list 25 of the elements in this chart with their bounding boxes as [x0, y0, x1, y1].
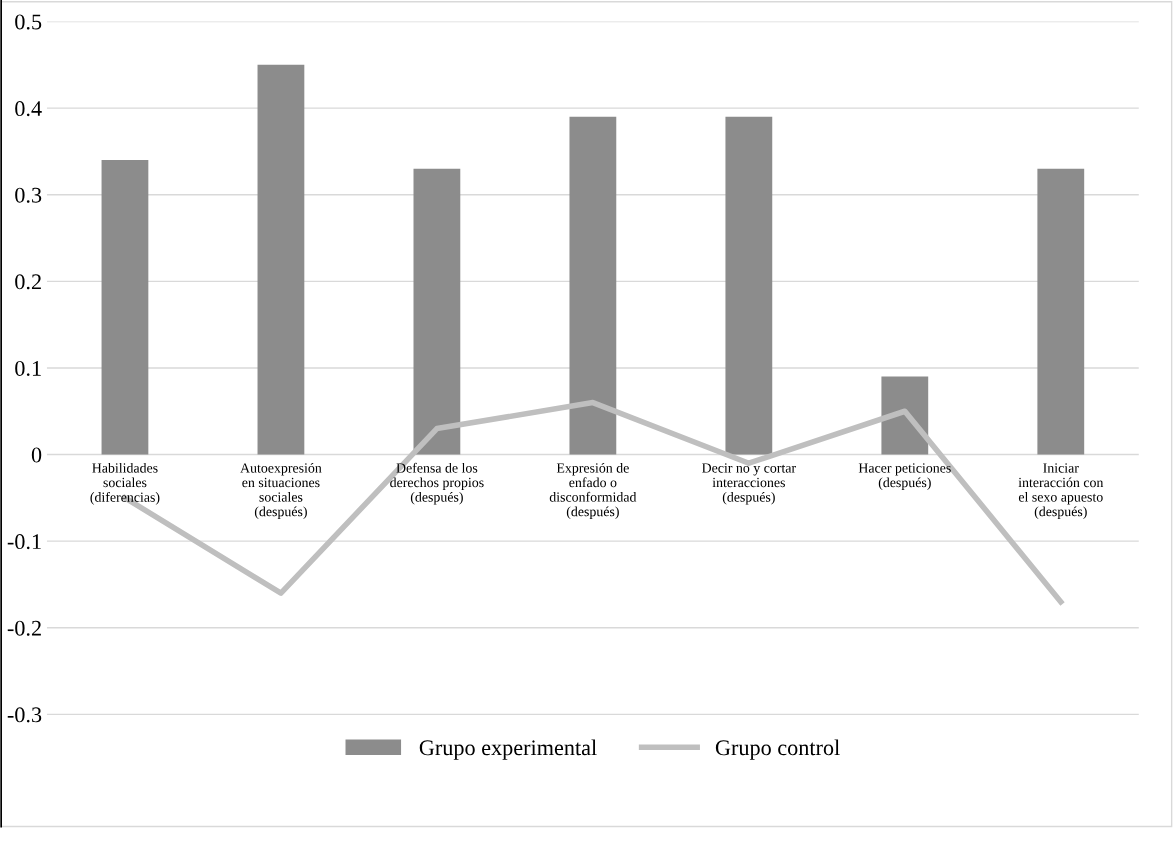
bar [413, 168, 461, 455]
x-tick-label: Habilidades sociales (diferencias) [90, 462, 160, 505]
x-tick-label: Defensa de los derechos propios (después) [390, 462, 484, 505]
y-tick-label: 0.4 [15, 101, 42, 117]
x-tick-label: Decir no y cortar interacciones (después) [702, 463, 796, 505]
y-tick-label: 0.2 [15, 274, 41, 290]
bar [881, 376, 929, 455]
x-tick-label: Autoexpresión en situaciones sociales (después) [240, 462, 322, 520]
y-tick-label: 0.1 [15, 360, 41, 376]
y-tick-label: 0.5 [15, 14, 42, 30]
x-tick-label: Expresión de enfado o disconformidad (después) [549, 462, 637, 520]
y-tick-label: -0.3 [7, 707, 42, 723]
legend-label: Grupo control [715, 739, 840, 760]
legend-label: Grupo experimental [419, 739, 597, 760]
y-tick-label: -0.2 [7, 620, 41, 636]
x-tick-label: Iniciar interacción con el sexo apuesto (después) [1018, 463, 1104, 520]
y-tick-label: -0.1 [7, 534, 41, 550]
x-tick-label: Hacer peticiones (después) [858, 463, 951, 491]
bar [257, 64, 305, 455]
y-tick-label: 0.3 [15, 187, 42, 203]
bar [725, 116, 773, 455]
y-tick-label: 0 [31, 447, 42, 463]
bar [1037, 168, 1085, 455]
bar [101, 160, 149, 455]
bar [569, 116, 617, 455]
